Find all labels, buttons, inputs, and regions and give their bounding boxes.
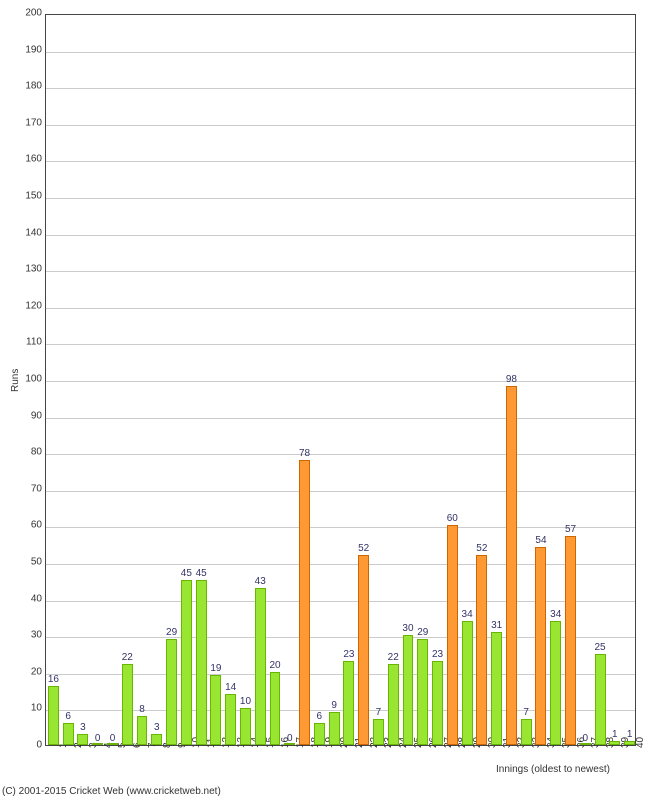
bar-value-label: 25 [588,642,612,653]
bar-value-label: 20 [263,660,287,671]
y-gridline [46,88,635,89]
y-gridline [46,564,635,565]
y-gridline [46,601,635,602]
y-gridline [46,674,635,675]
y-gridline [46,235,635,236]
bar-value-label: 52 [352,543,376,554]
y-tick-label: 170 [25,117,42,128]
bar [476,555,487,745]
chart-footer: (C) 2001-2015 Cricket Web (www.cricketwe… [2,786,221,797]
y-gridline [46,527,635,528]
y-gridline [46,418,635,419]
y-tick-label: 50 [31,557,42,568]
bar-value-label: 22 [115,652,139,663]
y-tick-label: 150 [25,191,42,202]
y-gridline [46,52,635,53]
bar [403,635,414,745]
bar-value-label: 14 [219,682,243,693]
bar-value-label: 16 [41,674,65,685]
y-tick-label: 90 [31,410,42,421]
bar-value-label: 52 [470,543,494,554]
y-tick-label: 160 [25,154,42,165]
bar-value-label: 8 [130,704,154,715]
bar [535,547,546,745]
y-tick-label: 60 [31,520,42,531]
y-tick-label: 10 [31,703,42,714]
bar-value-label: 19 [204,663,228,674]
bar [151,734,162,745]
y-tick-label: 70 [31,483,42,494]
x-tick-label: 40 [635,737,646,748]
bar [565,536,576,745]
y-gridline [46,125,635,126]
y-tick-label: 120 [25,300,42,311]
bar [624,741,635,745]
bar [166,639,177,745]
y-tick-label: 190 [25,44,42,55]
bar-value-label: 98 [499,374,523,385]
y-tick-label: 40 [31,593,42,604]
y-tick-label: 0 [36,740,42,751]
y-tick-label: 180 [25,81,42,92]
bar-value-label: 43 [248,576,272,587]
bar [491,632,502,745]
bar [609,741,620,745]
y-tick-label: 80 [31,447,42,458]
bar-value-label: 29 [411,627,435,638]
y-tick-label: 100 [25,374,42,385]
bar [462,621,473,745]
y-gridline [46,344,635,345]
bar [181,580,192,745]
y-tick-label: 110 [26,337,42,348]
x-axis-title: Innings (oldest to newest) [496,764,610,775]
bar-value-label: 45 [189,568,213,579]
bar [388,664,399,745]
y-tick-label: 140 [25,227,42,238]
bar-value-label: 6 [56,711,80,722]
y-tick-label: 20 [31,666,42,677]
bar [299,460,310,745]
bar [329,712,340,745]
y-gridline [46,308,635,309]
y-tick-label: 130 [25,264,42,275]
y-gridline [46,271,635,272]
y-gridline [46,198,635,199]
y-axis-title: Runs [10,369,21,392]
y-tick-label: 30 [31,630,42,641]
bar [521,719,532,745]
y-gridline [46,381,635,382]
bar-value-label: 3 [71,722,95,733]
bar-value-label: 78 [293,448,317,459]
y-gridline [46,637,635,638]
bar [343,661,354,745]
bar-value-label: 60 [440,513,464,524]
bar-value-label: 57 [559,524,583,535]
bar-value-label: 54 [529,535,553,546]
bar [506,386,517,745]
y-tick-label: 200 [25,8,42,19]
plot-area: 0102030405060708090100110120130140150160… [45,14,636,746]
bar [550,621,561,745]
y-gridline [46,161,635,162]
chart-container: 0 10 20 30 40 50 60 70 80 90 100 110 120 130 140 150 160… [0,0,650,800]
bar [432,661,443,745]
bar [447,525,458,745]
y-gridline [46,454,635,455]
y-gridline [46,491,635,492]
